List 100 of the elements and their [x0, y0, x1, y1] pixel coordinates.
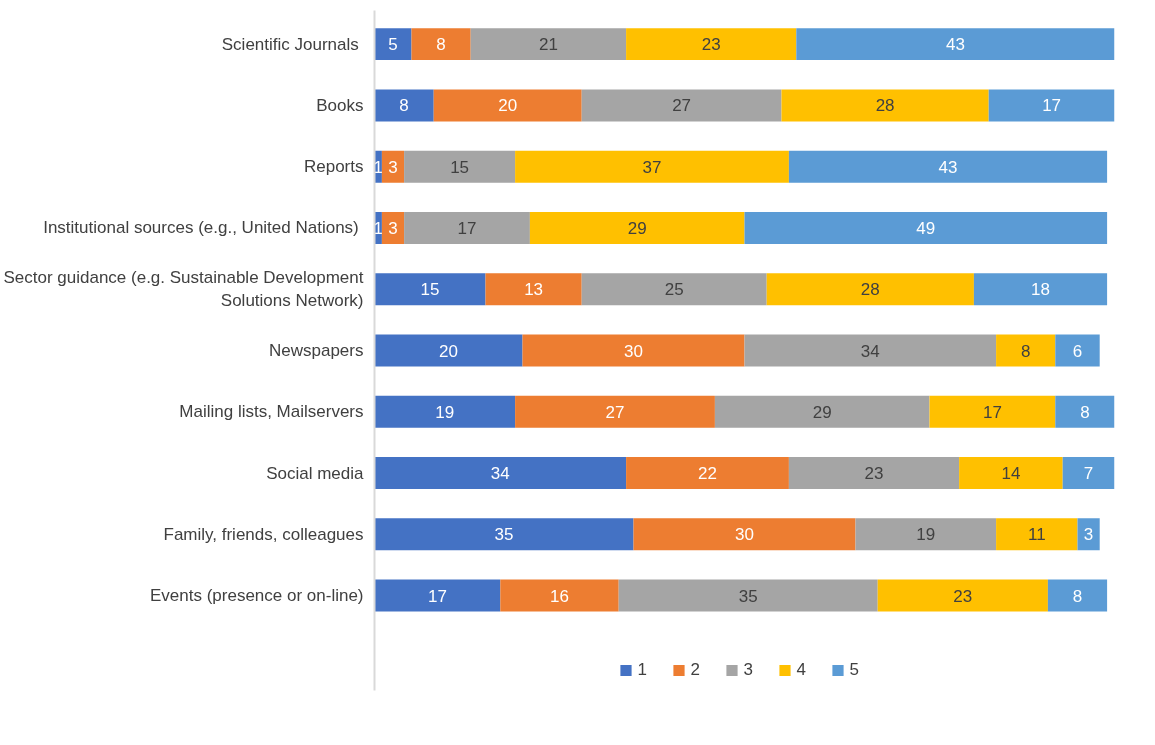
data-label: 23	[953, 586, 973, 606]
bar	[374, 28, 412, 61]
y-tick-label: Reports	[303, 157, 364, 177]
data-label: 8	[436, 35, 446, 55]
bar	[855, 518, 997, 551]
bar	[744, 334, 997, 367]
bar	[781, 89, 989, 122]
y-tick-label: Events (presence or on-line)	[149, 586, 364, 606]
data-label: 17	[457, 218, 477, 238]
data-label: 3	[388, 218, 398, 238]
bar	[404, 150, 516, 183]
data-label: 1	[373, 218, 383, 238]
data-label: 6	[1072, 341, 1083, 361]
bar	[626, 28, 797, 61]
data-label: 5	[388, 35, 398, 55]
bar	[522, 334, 745, 367]
data-label: 21	[538, 35, 558, 55]
bar	[433, 89, 582, 122]
data-label: 34	[860, 341, 880, 361]
bar	[996, 518, 1078, 551]
bar	[988, 89, 1115, 122]
bar	[470, 28, 627, 61]
data-label: 35	[494, 525, 514, 545]
bar	[581, 89, 782, 122]
data-label: 30	[624, 341, 643, 361]
data-label: 17	[427, 586, 447, 606]
bar	[374, 579, 501, 612]
data-label: 43	[945, 35, 965, 55]
data-label: 8	[399, 96, 409, 116]
bar	[633, 518, 856, 551]
bar	[959, 457, 1063, 489]
bar	[766, 273, 974, 306]
bar	[374, 518, 634, 551]
data-label: 14	[1001, 464, 1021, 484]
bar	[500, 579, 619, 612]
data-label: 20	[439, 341, 458, 361]
bar	[877, 579, 1048, 612]
bar	[626, 457, 789, 489]
data-label: 3	[1083, 525, 1094, 545]
data-label: 28	[860, 280, 880, 300]
data-label: 29	[812, 402, 832, 422]
data-label: 28	[875, 96, 895, 116]
bar	[381, 150, 405, 183]
data-label: 8	[1072, 586, 1083, 606]
data-label: 19	[916, 525, 936, 545]
data-label: 8	[1020, 341, 1031, 361]
data-label: 25	[664, 280, 684, 300]
bar	[1062, 457, 1115, 489]
bar	[529, 212, 745, 244]
y-tick-label: Social media	[266, 463, 365, 483]
bar	[515, 395, 715, 428]
bar	[485, 273, 582, 306]
data-label: 17	[982, 402, 1002, 422]
data-label: 18	[1031, 280, 1050, 300]
data-label: 11	[1027, 525, 1046, 545]
data-label: 20	[498, 96, 518, 116]
data-label: 27	[672, 96, 692, 116]
data-label: 19	[435, 402, 455, 422]
y-tick-label: Institutional sources (e.g., United Nations)	[43, 218, 359, 238]
y-tick-label: Scientific Journals	[221, 34, 359, 54]
bar	[929, 395, 1056, 428]
bar	[374, 89, 434, 122]
data-label: 13	[524, 280, 544, 300]
data-label: 35	[738, 586, 758, 606]
bar	[1047, 579, 1108, 612]
legend-label: 2	[690, 660, 701, 680]
y-tick-label: Books	[316, 95, 364, 115]
y-tick-label: Sector guidance (e.g. Sustainable Development Solutions Network)	[3, 268, 364, 311]
data-label: 3	[388, 157, 398, 177]
bar	[404, 212, 530, 244]
legend-label: 3	[743, 660, 754, 680]
data-label: 17	[1042, 96, 1062, 116]
bar	[1055, 395, 1115, 428]
data-label: 1	[373, 157, 383, 177]
data-label: 34	[490, 464, 510, 484]
data-label: 30	[735, 525, 754, 545]
bar	[1077, 518, 1100, 551]
data-label: 49	[916, 218, 936, 238]
data-label: 43	[938, 157, 958, 177]
bar	[1055, 334, 1100, 367]
data-label: 8	[1080, 402, 1090, 422]
bar	[796, 28, 1115, 61]
data-label: 27	[605, 402, 625, 422]
data-label: 15	[450, 157, 470, 177]
y-tick-label: Mailing lists, Mailservers	[179, 402, 364, 422]
bar	[374, 273, 486, 306]
bar	[973, 273, 1108, 306]
bar	[788, 457, 960, 489]
legend-label: 1	[637, 660, 648, 680]
data-label: 7	[1083, 464, 1094, 484]
bar	[374, 457, 627, 489]
y-tick-label: Family, friends, colleagues	[163, 524, 364, 544]
bar	[581, 273, 767, 306]
bar	[411, 28, 471, 61]
data-label: 15	[420, 280, 440, 300]
bar	[515, 150, 789, 183]
y-tick-label: Newspapers	[269, 341, 364, 360]
legend-label: 5	[849, 660, 860, 680]
data-label: 23	[701, 35, 721, 55]
bar	[374, 334, 523, 367]
